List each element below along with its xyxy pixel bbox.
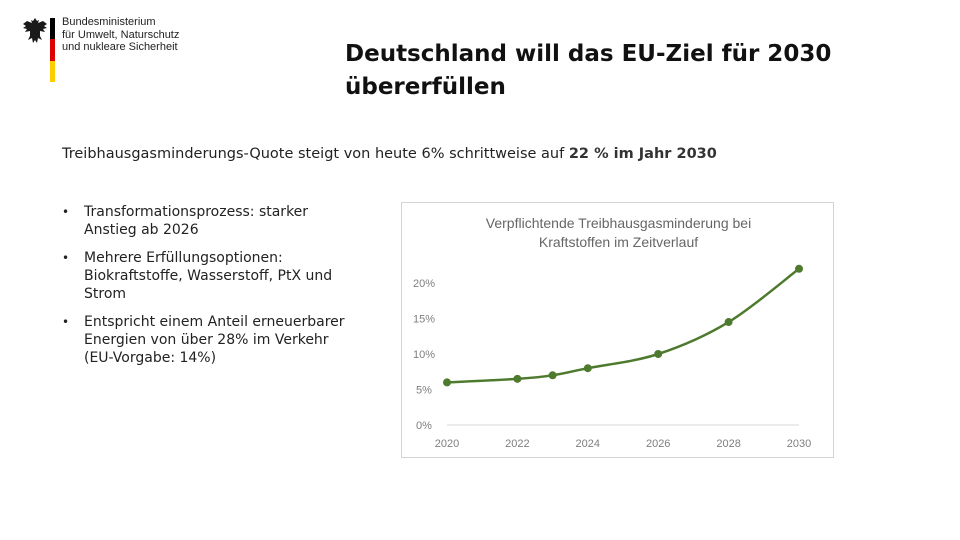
subtitle-text: Treibhausgasminderungs-Quote steigt von … — [62, 146, 569, 162]
bullet-text: Transformationsprozess: starker Anstieg … — [84, 204, 309, 238]
flag-stripe-gold — [50, 60, 55, 82]
x-tick-label: 2020 — [435, 438, 459, 450]
series-line — [446, 267, 800, 384]
data-point — [583, 364, 592, 373]
x-tick-label: 2022 — [505, 438, 529, 450]
x-tick-label: 2030 — [787, 438, 811, 450]
ministry-name: Bundesministerium für Umwelt, Naturschut… — [62, 16, 179, 54]
federal-eagle-icon — [23, 18, 47, 43]
chart-title: Verpflichtende Treibhausgasminderung bei… — [402, 214, 835, 252]
y-tick-label: 10% — [413, 349, 435, 361]
ministry-line: und nukleare Sicherheit — [62, 41, 178, 53]
bullet-icon: • — [62, 251, 70, 265]
y-tick-label: 0% — [416, 420, 432, 432]
bullet-icon: • — [62, 315, 70, 329]
ministry-logo: Bundesministerium für Umwelt, Naturschut… — [22, 16, 212, 86]
bullet-item: • Mehrere Erfüllungsoptionen: Biokraftsto… — [62, 249, 362, 303]
slide-title: Deutschland will das EU-Ziel für 2030 üb… — [345, 41, 832, 100]
data-point — [513, 374, 522, 383]
x-tick-label: 2026 — [646, 438, 670, 450]
bullet-list: • Transformationsprozess: starker Anstieg… — [62, 203, 362, 377]
ministry-line: für Umwelt, Naturschutz — [62, 28, 180, 41]
y-tick-label: 20% — [413, 278, 435, 290]
flag-bar — [50, 18, 55, 82]
y-tick-label: 15% — [413, 314, 435, 326]
bullet-icon: • — [62, 205, 70, 219]
data-point — [654, 350, 663, 358]
x-tick-label: 2024 — [576, 438, 600, 450]
bullet-text: Mehrere Erfüllungsoptionen: Biokraftstof… — [84, 250, 333, 302]
line-chart: 0% 5% 10% 15% 20% 2020 2022 2024 2026 2028 2030 — [413, 264, 811, 450]
y-tick-label: 5% — [416, 385, 432, 397]
bullet-item: • Entspricht einem Anteil erneuerbarer En… — [62, 313, 362, 367]
chart-title-line: Kraftstoffen im Zeitverlauf — [538, 234, 699, 250]
chart-panel: Verpflichtende Treibhausgasminderung bei… — [401, 202, 834, 458]
subtitle-highlight: 22 % im Jahr 2030 — [568, 146, 717, 162]
data-point — [443, 378, 451, 387]
bullet-item: • Transformationsprozess: starker Anstieg… — [62, 203, 362, 239]
data-point — [548, 371, 557, 380]
slide-subtitle: Treibhausgasminderungs-Quote steigt von … — [62, 146, 717, 162]
chart-title-line: Verpflichtende Treibhausgasminderung bei — [485, 215, 752, 231]
flag-stripe-black — [50, 18, 55, 40]
data-point — [795, 264, 803, 273]
x-tick-label: 2028 — [716, 438, 740, 450]
ministry-line: Bundesministerium — [62, 16, 156, 28]
data-point — [724, 318, 733, 327]
bullet-text: Entspricht einem Anteil erneuerbarer Ene… — [84, 314, 345, 366]
flag-stripe-red — [50, 39, 55, 61]
